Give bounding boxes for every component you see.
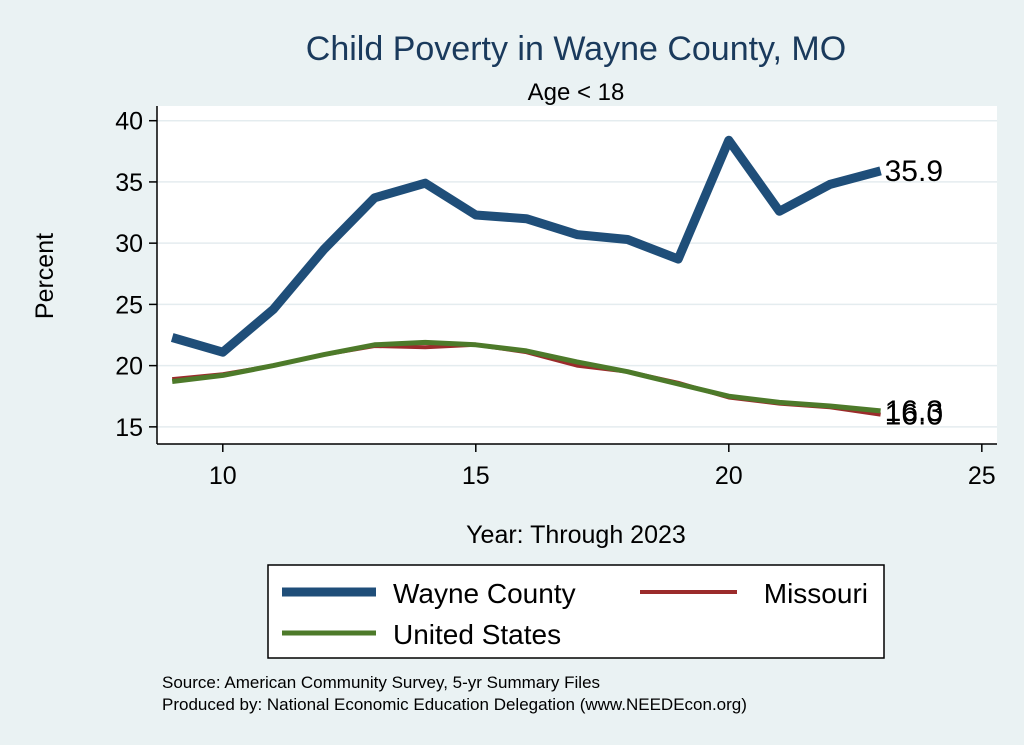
legend-label-wayne-county: Wayne County — [393, 578, 576, 609]
axes — [149, 106, 997, 452]
y-tick-label-20: 20 — [115, 353, 143, 381]
source-line: Source: American Community Survey, 5-yr … — [162, 673, 600, 692]
series-line-united-states — [171, 339, 881, 414]
chart-subtitle: Age < 18 — [528, 79, 625, 106]
x-tick-label-10: 10 — [209, 462, 237, 490]
end-label-united-states: 16.3 — [885, 395, 943, 428]
end-label-missouri: 16.0 — [885, 399, 943, 432]
legend-label-missouri: Missouri — [764, 578, 868, 609]
x-axis-title: Year: Through 2023 — [466, 521, 686, 549]
series-lines — [170, 135, 882, 417]
legend: Wayne County Missouri United States — [282, 578, 868, 650]
chart-title: Child Poverty in Wayne County, MO — [306, 30, 846, 68]
gridlines — [157, 119, 997, 428]
end-label-wayne-county: 35.9 — [885, 155, 943, 188]
legend-label-united-states: United States — [393, 619, 561, 650]
x-tick-label-25: 25 — [968, 462, 996, 490]
producer-line: Produced by: National Economic Education… — [162, 695, 747, 714]
y-tick-label-30: 30 — [115, 230, 143, 258]
y-tick-label-35: 35 — [115, 169, 143, 197]
legend-box — [267, 564, 885, 659]
y-tick-label-15: 15 — [115, 414, 143, 442]
y-tick-label-25: 25 — [115, 291, 143, 319]
plot-area — [157, 106, 997, 444]
x-tick-label-15: 15 — [462, 462, 490, 490]
y-axis-title: Percent — [31, 233, 59, 319]
y-tick-label-40: 40 — [115, 108, 143, 136]
end-labels: 35.9 16.016.3 — [885, 155, 943, 432]
tick-labels: 15 20 25 30 35 40 10 15 20 25 — [115, 108, 996, 490]
series-line-wayne-county — [170, 135, 882, 357]
x-tick-label-20: 20 — [715, 462, 743, 490]
